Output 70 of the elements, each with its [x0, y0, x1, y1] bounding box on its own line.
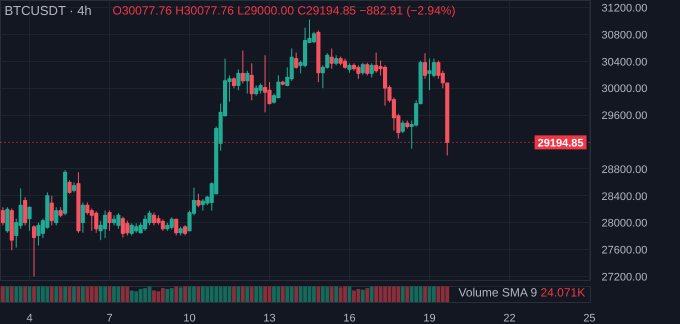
candlestick	[294, 52, 298, 70]
candlestick	[245, 70, 250, 94]
candlestick	[374, 52, 378, 74]
candlestick	[152, 212, 156, 226]
y-tick-label: 30000.00	[602, 83, 648, 96]
candlestick	[254, 84, 258, 96]
x-tick-label: 4	[26, 312, 33, 324]
candlestick	[356, 64, 360, 80]
y-tick-label: 28800.00	[602, 164, 648, 176]
candlestick	[107, 210, 112, 232]
candlestick	[312, 31, 316, 44]
y-tick-label: 30400.00	[602, 56, 648, 68]
y-tick-label: 28400.00	[602, 190, 648, 203]
x-tick-label: 16	[343, 312, 356, 324]
x-tick-label: 22	[503, 312, 516, 324]
candlestick	[276, 74, 280, 99]
candlestick	[28, 206, 32, 232]
candlestick	[432, 58, 436, 78]
candlestick	[347, 62, 352, 74]
y-tick-label: 28000.00	[602, 218, 648, 230]
candlestick	[72, 182, 76, 193]
candlestick	[174, 218, 178, 236]
candlestick	[240, 50, 245, 84]
candlestick	[330, 48, 334, 70]
candlestick	[422, 52, 428, 80]
candlestick	[67, 180, 72, 194]
x-tick-label: 19	[423, 312, 436, 324]
candlestick	[360, 62, 365, 76]
x-tick-label: 13	[263, 312, 276, 324]
y-tick-label: 31200.00	[602, 2, 648, 14]
candlestick	[196, 193, 200, 208]
candlestick	[232, 76, 236, 89]
candlestick	[5, 206, 10, 234]
candlestick	[267, 82, 272, 105]
candlestick	[58, 206, 63, 218]
candlestick	[147, 210, 152, 226]
candlestick	[250, 62, 254, 101]
candlestick	[170, 216, 174, 230]
candlestick	[183, 224, 188, 236]
candlestick	[365, 62, 370, 76]
candlestick	[334, 54, 338, 66]
chart-title: Volume SMA 9	[458, 286, 538, 300]
x-tick-label: 10	[183, 312, 196, 324]
x-tick-label: 25	[583, 312, 596, 324]
candlestick	[116, 212, 120, 230]
y-tick-label: 30800.00	[602, 29, 648, 42]
y-tick-label: 27200.00	[602, 271, 648, 284]
annotation: O30077.76 H30077.76 L29000.00 C29194.85 −882.91 (−2.94%)	[112, 4, 456, 18]
candlestick	[370, 62, 374, 78]
chart-title: BTCUSDT · 4h	[4, 3, 92, 18]
candlestick	[0, 206, 5, 226]
candlestick	[54, 206, 58, 226]
y-tick-label: 27600.00	[602, 244, 648, 257]
candlestick	[342, 58, 348, 70]
candlestick	[400, 120, 405, 134]
candlestick	[32, 224, 36, 277]
candlestick	[160, 218, 165, 232]
candlestick	[125, 220, 130, 236]
candlestick	[427, 58, 432, 91]
candlestick	[112, 214, 116, 226]
x-tick-label: 7	[106, 312, 113, 324]
candlestick	[80, 202, 85, 234]
candlestick	[50, 195, 54, 226]
annotation: 24.071K	[540, 286, 586, 300]
y-tick-label: 29600.00	[602, 110, 648, 122]
ref-line-label: 29194.85	[538, 137, 584, 150]
candlestick	[236, 68, 240, 91]
candlestick	[263, 54, 268, 113]
candlestick	[382, 64, 388, 106]
candlestick	[23, 196, 28, 226]
